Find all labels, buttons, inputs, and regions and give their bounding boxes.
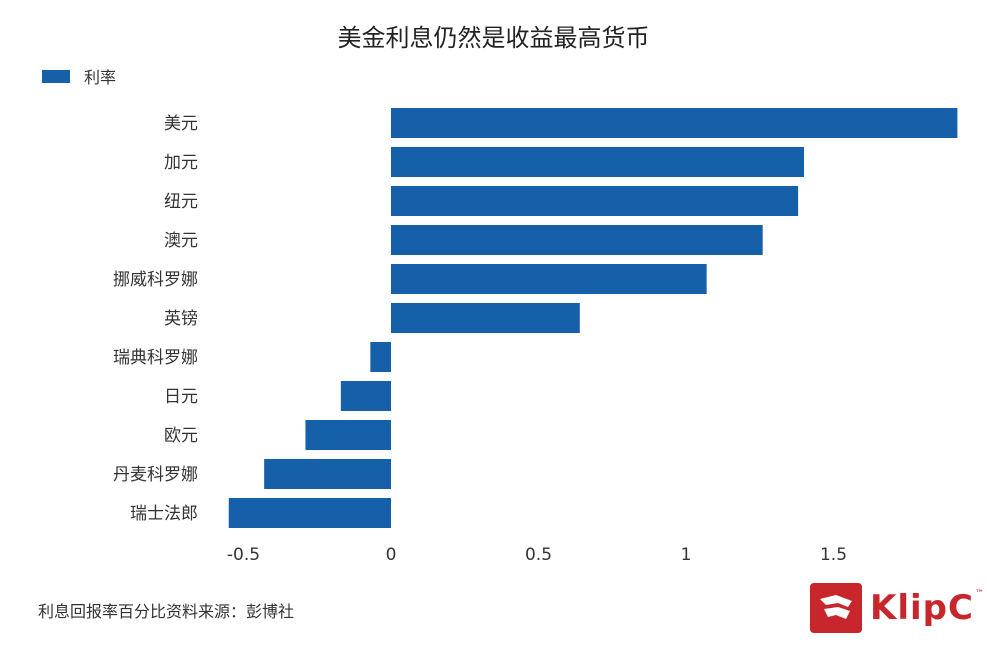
legend: 利率 bbox=[42, 64, 116, 88]
category-label-1: 加元 bbox=[164, 153, 198, 173]
chart-title: 美金利息仍然是收益最高货币 bbox=[337, 24, 650, 52]
x-tick-label-3: 1 bbox=[681, 545, 692, 565]
bar-9 bbox=[264, 459, 391, 489]
bar-7 bbox=[340, 381, 391, 411]
bar-0 bbox=[391, 108, 958, 138]
bar-4 bbox=[391, 264, 707, 294]
category-label-8: 欧元 bbox=[164, 426, 198, 446]
klipc-logo-text: KlipC bbox=[870, 588, 974, 628]
category-label-4: 挪威科罗娜 bbox=[113, 270, 198, 290]
category-label-5: 英镑 bbox=[164, 309, 198, 329]
klipc-logo-icon bbox=[810, 583, 862, 633]
category-label-0: 美元 bbox=[164, 114, 198, 134]
footer-note: 利息回报率百分比资料来源：彭博社 bbox=[38, 602, 295, 621]
x-tick-label-4: 1.5 bbox=[820, 545, 847, 565]
bar-2 bbox=[391, 186, 799, 216]
klipc-trademark: ™ bbox=[974, 589, 984, 599]
x-tick-label-1: 0 bbox=[386, 545, 397, 565]
bar-5 bbox=[391, 303, 580, 333]
category-label-6: 瑞典科罗娜 bbox=[113, 348, 198, 368]
bar-10 bbox=[228, 498, 391, 528]
bar-6 bbox=[370, 342, 391, 372]
category-label-9: 丹麦科罗娜 bbox=[113, 465, 198, 485]
legend-swatch bbox=[42, 69, 70, 83]
x-tick-label-2: 0.5 bbox=[525, 545, 552, 565]
bar-8 bbox=[305, 420, 391, 450]
category-label-2: 纽元 bbox=[164, 192, 198, 212]
legend-label: 利率 bbox=[84, 68, 117, 87]
category-label-3: 澳元 bbox=[164, 231, 198, 251]
klipc-logo: KlipC ™ bbox=[810, 583, 984, 633]
x-tick-label-0: -0.5 bbox=[227, 545, 260, 565]
bar-3 bbox=[391, 225, 763, 255]
category-label-7: 日元 bbox=[164, 387, 198, 407]
bar-1 bbox=[391, 147, 804, 177]
category-label-10: 瑞士法郎 bbox=[130, 504, 198, 524]
